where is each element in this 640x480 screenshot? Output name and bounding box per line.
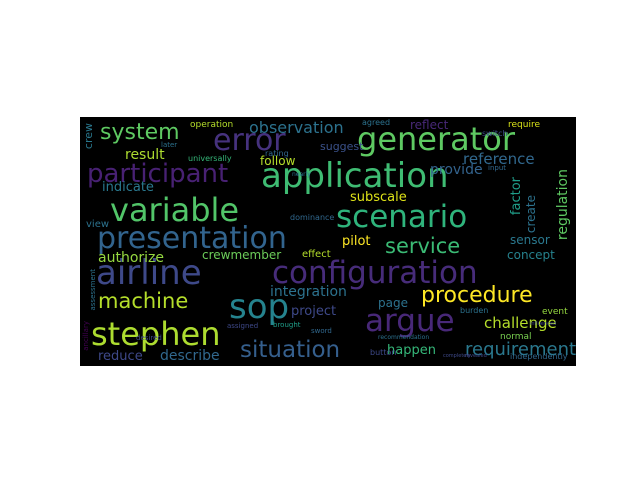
word-indicate: indicate	[102, 180, 154, 195]
word-sensor: sensor	[510, 233, 550, 247]
word-assessment: assessment	[89, 269, 97, 311]
word-button: button	[370, 348, 397, 357]
word-reduce: reduce	[98, 349, 143, 364]
word-happen: happen	[387, 343, 436, 358]
word-follow: follow	[260, 154, 296, 168]
word-authorize: authorize	[98, 250, 164, 266]
word-challenge: challenge	[484, 314, 557, 332]
word-describe: describe	[160, 348, 220, 364]
word-agreed: agreed	[362, 118, 391, 127]
word-rating: rating	[265, 149, 289, 158]
word-regulation: regulation	[555, 169, 571, 241]
word-stephen: stephen	[91, 315, 221, 353]
word-crewmember: crewmember	[202, 248, 282, 262]
word-require: require	[508, 120, 540, 130]
word-argue: argue	[365, 303, 455, 339]
word-error: error	[213, 123, 286, 158]
word-project: project	[291, 304, 337, 319]
word-effect: effect	[302, 249, 331, 260]
word-desired: desired	[136, 334, 162, 342]
word-participant: participant	[87, 159, 229, 189]
word-create: create	[524, 195, 538, 234]
word-factor: factor	[509, 177, 524, 216]
word-result: result	[125, 147, 165, 163]
word-later: later	[161, 141, 178, 149]
word-service: service	[385, 234, 461, 258]
word-cloud: application configuration presentation g…	[80, 117, 576, 366]
word-ancillary: ancillary	[82, 321, 90, 351]
word-requirement: requirement	[465, 339, 576, 360]
word-procedure: procedure	[421, 283, 533, 308]
word-configuration: configuration	[272, 255, 478, 291]
word-switch: switch	[482, 129, 508, 138]
word-event: event	[542, 307, 568, 317]
word-page: page	[378, 296, 408, 310]
word-generator: generator	[357, 120, 516, 158]
word-airline: airline	[96, 253, 202, 293]
word-system: system	[100, 120, 180, 145]
word-burden: burden	[460, 306, 489, 315]
word-influenced: influenced	[530, 321, 557, 327]
word-integration: integration	[270, 284, 347, 300]
word-concept: concept	[507, 248, 555, 262]
word-crew: crew	[82, 123, 95, 150]
word-view: view	[86, 219, 110, 230]
word-pilot: pilot	[342, 234, 371, 249]
word-assigned: assigned	[227, 322, 259, 330]
word-observation: observation	[249, 118, 344, 137]
word-independently: independently	[510, 352, 568, 361]
word-universally: universally	[188, 154, 232, 163]
word-presentation: presentation	[97, 221, 287, 256]
word-application: application	[261, 156, 449, 196]
word-variable: variable	[110, 191, 240, 229]
word-operation: operation	[190, 120, 234, 130]
word-nearly: nearly	[292, 171, 311, 178]
word-brought: brought	[273, 321, 301, 329]
word-situation: situation	[240, 337, 341, 363]
word-scenario: scenario	[336, 199, 468, 235]
word-recommendation: recommendation	[378, 334, 430, 341]
word-machine: machine	[98, 289, 189, 313]
word-suggest: suggest	[320, 140, 364, 153]
word-subscale: subscale	[350, 190, 407, 205]
word-input: input	[488, 164, 507, 172]
word-dominance: dominance	[290, 213, 335, 222]
word-completely: completely	[443, 353, 471, 359]
word-normal: normal	[500, 332, 532, 342]
word-revealed: revealed	[465, 353, 487, 359]
word-provide: provide	[430, 162, 483, 178]
word-reflect: reflect	[410, 118, 449, 132]
word-sop: sop	[229, 287, 290, 327]
word-sword: sword	[311, 327, 332, 335]
word-reference: reference	[463, 150, 535, 168]
